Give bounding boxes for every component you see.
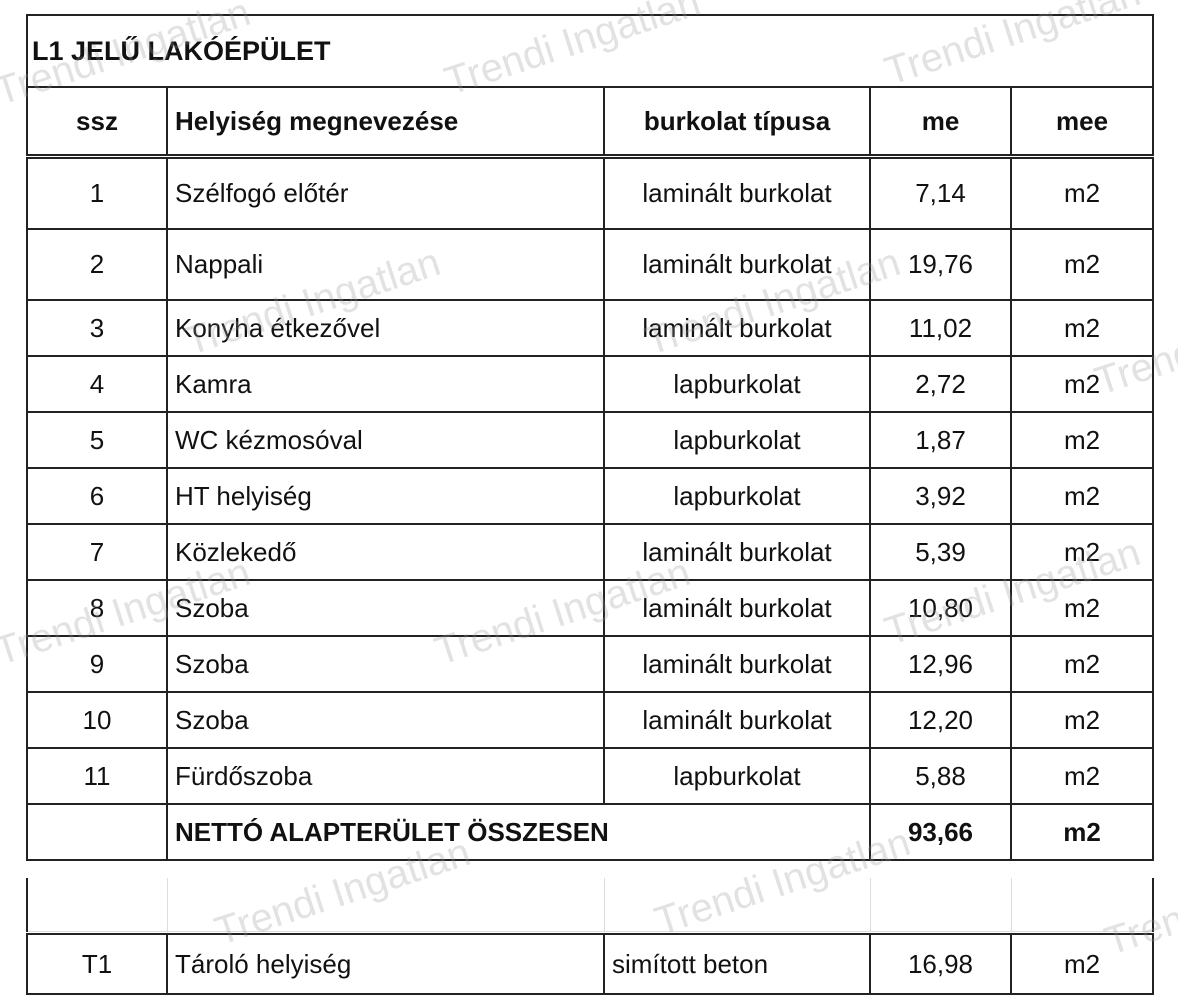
cell-mee: m2 [1009, 523, 1155, 581]
cell-type: simított beton [603, 933, 871, 995]
cell-me: 10,80 [869, 579, 1012, 637]
cell-mee: m2 [1009, 635, 1155, 693]
cell-mee: m2 [1009, 228, 1155, 301]
total-label: NETTÓ ALAPTERÜLET ÖSSZESEN [166, 803, 871, 861]
table-row: 9 Szoba laminált burkolat 12,96 m2 [26, 635, 1155, 693]
cell-me: 1,87 [869, 411, 1012, 469]
cell-ssz: 5 [26, 411, 168, 469]
header-name: Helyiség megnevezése [166, 86, 605, 159]
total-mee: m2 [1009, 803, 1155, 861]
cell-me: 12,20 [869, 691, 1012, 749]
cell-ssz: 3 [26, 299, 168, 357]
cell-name: HT helyiség [166, 467, 605, 525]
blank-cell [1010, 878, 1154, 932]
cell-mee: m2 [1009, 355, 1155, 413]
cell-mee: m2 [1009, 467, 1155, 525]
cell-name: Szoba [166, 691, 605, 749]
table-row: 8 Szoba laminált burkolat 10,80 m2 [26, 579, 1155, 637]
blank-cell [166, 878, 605, 932]
table-row: T1 Tároló helyiség simított beton 16,98 … [26, 933, 1154, 995]
table-row: 6 HT helyiség lapburkolat 3,92 m2 [26, 467, 1155, 525]
blank-cell [26, 878, 168, 932]
cell-mee: m2 [1009, 411, 1155, 469]
cell-type: laminált burkolat [603, 635, 871, 693]
header-mee: mee [1009, 86, 1155, 159]
cell-type: laminált burkolat [603, 228, 871, 301]
room-table: L1 JELŰ LAKÓÉPÜLET ssz Helyiség megnevez… [25, 14, 1155, 861]
cell-type: lapburkolat [603, 411, 871, 469]
cell-me: 12,96 [869, 635, 1012, 693]
cell-name: Tároló helyiség [166, 933, 605, 995]
cell-ssz: 1 [26, 155, 168, 230]
cell-me: 2,72 [869, 355, 1012, 413]
total-ssz [26, 803, 168, 861]
blank-cell [603, 878, 871, 932]
table-row: 11 Fürdőszoba lapburkolat 5,88 m2 [26, 747, 1155, 805]
header-ssz: ssz [26, 86, 168, 159]
cell-me: 16,98 [869, 933, 1012, 995]
cell-type: laminált burkolat [603, 523, 871, 581]
cell-ssz: T1 [26, 933, 168, 995]
cell-ssz: 8 [26, 579, 168, 637]
header-type: burkolat típusa [603, 86, 871, 159]
cell-me: 7,14 [869, 155, 1012, 230]
cell-me: 11,02 [869, 299, 1012, 357]
cell-name: Fürdőszoba [166, 747, 605, 805]
cell-type: laminált burkolat [603, 155, 871, 230]
table-row: 1 Szélfogó előtér laminált burkolat 7,14 m2 [26, 155, 1155, 230]
cell-name: Szoba [166, 579, 605, 637]
cell-name: Közlekedő [166, 523, 605, 581]
header-row: ssz Helyiség megnevezése burkolat típusa… [26, 86, 1155, 159]
cell-mee: m2 [1009, 747, 1155, 805]
cell-type: lapburkolat [603, 467, 871, 525]
cell-name: Nappali [166, 228, 605, 301]
cell-type: laminált burkolat [603, 691, 871, 749]
table-row: 3 Konyha étkezővel laminált burkolat 11,02 m… [26, 299, 1155, 357]
cell-name: Szoba [166, 635, 605, 693]
cell-me: 5,88 [869, 747, 1012, 805]
cell-mee: m2 [1009, 691, 1155, 749]
cell-ssz: 10 [26, 691, 168, 749]
cell-mee: m2 [1009, 579, 1155, 637]
cell-type: lapburkolat [603, 747, 871, 805]
storage-table: T1 Tároló helyiség simított beton 16,98 … [26, 933, 1154, 995]
cell-me: 19,76 [869, 228, 1012, 301]
cell-ssz: 11 [26, 747, 168, 805]
total-row: NETTÓ ALAPTERÜLET ÖSSZESEN 93,66 m2 [26, 803, 1155, 861]
cell-name: Kamra [166, 355, 605, 413]
cell-type: laminált burkolat [603, 299, 871, 357]
cell-name: WC kézmosóval [166, 411, 605, 469]
cell-me: 3,92 [869, 467, 1012, 525]
header-me: me [869, 86, 1012, 159]
cell-mee: m2 [1009, 299, 1155, 357]
cell-type: laminált burkolat [603, 579, 871, 637]
table-row: 2 Nappali laminált burkolat 19,76 m2 [26, 228, 1155, 301]
cell-mee: m2 [1009, 155, 1155, 230]
blank-cell [869, 878, 1012, 932]
cell-name: Szélfogó előtér [166, 155, 605, 230]
cell-mee: m2 [1010, 933, 1154, 995]
table-row: 5 WC kézmosóval lapburkolat 1,87 m2 [26, 411, 1155, 469]
total-me: 93,66 [869, 803, 1012, 861]
cell-ssz: 6 [26, 467, 168, 525]
table-row: 7 Közlekedő laminált burkolat 5,39 m2 [26, 523, 1155, 581]
cell-ssz: 7 [26, 523, 168, 581]
table-row: 10 Szoba laminált burkolat 12,20 m2 [26, 691, 1155, 749]
cell-ssz: 4 [26, 355, 168, 413]
table-row: 4 Kamra lapburkolat 2,72 m2 [26, 355, 1155, 413]
cell-ssz: 2 [26, 228, 168, 301]
cell-ssz: 9 [26, 635, 168, 693]
cell-me: 5,39 [869, 523, 1012, 581]
blank-row [26, 878, 1154, 932]
table-title: L1 JELŰ LAKÓÉPÜLET [25, 14, 1155, 88]
cell-name: Konyha étkezővel [166, 299, 605, 357]
cell-type: lapburkolat [603, 355, 871, 413]
